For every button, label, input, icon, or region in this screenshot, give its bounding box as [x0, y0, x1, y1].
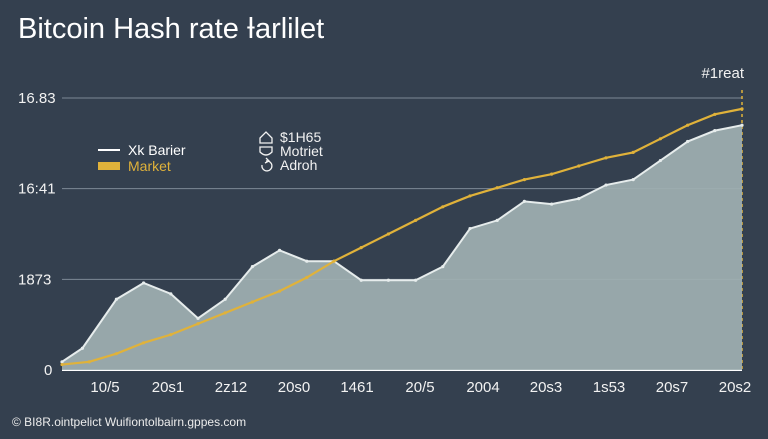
area-point-0: [60, 360, 64, 364]
area-point-13: [414, 278, 418, 282]
area-point-1: [80, 346, 84, 350]
x-tick-label-2: 2z12: [215, 379, 248, 396]
market-point-23: [686, 123, 690, 127]
market-point-17: [522, 178, 527, 182]
x-tick-label-5: 20/5: [405, 379, 434, 396]
market-point-6: [223, 311, 227, 315]
y-tick-label-0: 16.83: [18, 90, 56, 107]
area-point-24: [713, 129, 717, 133]
x-tick-label-4: 1461: [340, 379, 373, 396]
market-point-12: [386, 232, 390, 236]
market-point-9: [305, 275, 309, 280]
area-point-22: [658, 158, 663, 163]
y-tick-label-1: 16:41: [18, 181, 56, 198]
x-tick-label-1: 20s1: [152, 379, 185, 396]
area-point-9: [305, 259, 309, 263]
area-point-11: [359, 278, 363, 282]
market-point-25: [740, 107, 744, 111]
line-series: [60, 107, 744, 367]
market-point-4: [169, 333, 173, 337]
market-point-20: [604, 156, 608, 160]
annotation-price: $1H65: [280, 129, 321, 145]
area-point-8: [278, 248, 282, 252]
market-point-19: [577, 164, 581, 168]
legend-swatch-market: [98, 162, 120, 170]
market-point-16: [495, 186, 499, 190]
x-tick-label-10: 20s2: [719, 379, 752, 396]
market-point-18: [550, 172, 554, 176]
market-point-8: [278, 289, 282, 293]
market-point-1: [87, 360, 91, 364]
market-point-22: [658, 137, 663, 141]
market-point-7: [250, 300, 254, 304]
y-tick-label-2: 1873: [18, 271, 51, 288]
market-point-14: [441, 205, 445, 209]
area-edge-line: [61, 124, 743, 363]
market-point-5: [196, 322, 200, 326]
area-point-21: [631, 178, 635, 182]
area-point-7: [250, 265, 254, 269]
y-tick-labels: 16.83 16:41 1873 0: [18, 90, 56, 379]
area-point-4: [169, 292, 173, 296]
market-point-0: [60, 362, 64, 367]
annotation-motriet: Motriet: [280, 143, 323, 159]
x-tick-label-9: 20s7: [656, 379, 689, 396]
x-tick-label-3: 20s0: [278, 379, 311, 396]
area-point-12: [386, 278, 390, 282]
market-point-13: [414, 218, 418, 222]
x-tick-label-8: 1s53: [593, 379, 626, 396]
area-point-5: [196, 316, 200, 320]
area-point-15: [468, 226, 472, 231]
market-point-11: [359, 246, 363, 250]
footer-credit: © BI8R.ointpelict Wuifiontolbairn.gppes.…: [12, 415, 246, 429]
area-point-23: [686, 139, 690, 144]
house-icon: [259, 131, 273, 144]
market-point-24: [713, 112, 717, 116]
legend-label-market: Market: [128, 158, 171, 174]
refresh-icon: [261, 157, 273, 172]
market-point-21: [631, 150, 635, 154]
corner-label: #1reat: [701, 65, 744, 82]
x-tick-label-7: 20s3: [530, 379, 563, 396]
area-point-25: [740, 123, 744, 127]
x-tick-labels: 10/5 20s1 2z12 20s0 1461 20/5 2004 20s3 1s53 20s7…: [90, 379, 751, 396]
area-point-20: [604, 183, 608, 187]
area-point-14: [441, 265, 445, 269]
market-point-3: [142, 341, 146, 345]
shield-icon: [259, 146, 273, 156]
area-point-2: [114, 297, 118, 301]
legend: Xk Barier Market: [98, 142, 186, 174]
area-point-16: [495, 218, 499, 222]
market-point-2: [114, 352, 118, 356]
market-point-15: [468, 194, 472, 198]
area-fill: [62, 125, 742, 370]
area-point-17: [522, 199, 527, 203]
chart-title: Bitcoin Hash rate Ɨarlilet: [18, 13, 324, 45]
annotation-box: $1H65 Motriet Adroh: [259, 129, 323, 173]
area-point-18: [550, 202, 554, 206]
market-point-10: [332, 259, 336, 263]
area-point-6: [223, 297, 227, 301]
area-point-19: [577, 197, 581, 201]
market-line: [61, 107, 743, 366]
y-tick-label-3: 0: [44, 362, 52, 379]
area-point-3: [142, 281, 146, 285]
x-tick-label-6: 2004: [466, 379, 499, 396]
x-tick-label-0: 10/5: [90, 379, 119, 396]
annotation-adroh: Adroh: [280, 157, 317, 173]
legend-label-xk-barier: Xk Barier: [128, 142, 186, 158]
